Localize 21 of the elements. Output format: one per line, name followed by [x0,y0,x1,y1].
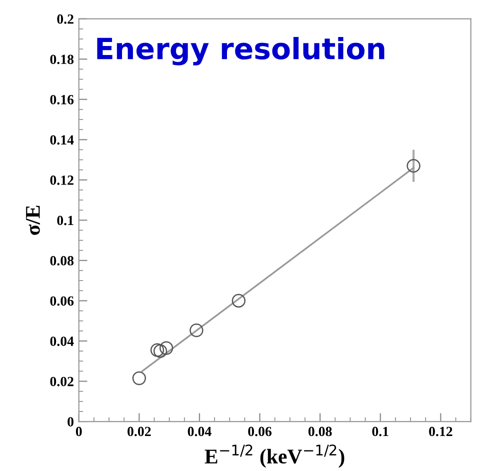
y-tick-label: 0.18 [50,54,74,64]
x-tick-label: 0.04 [188,426,212,436]
x-axis-title: E$^{−1/2}$ (keV$^{−1/2}$) [204,444,344,468]
x-tick-label: 0.06 [248,426,272,436]
y-tick-label: 0.16 [50,94,74,104]
y-tick-label: 0 [68,417,74,426]
y-tick-label: 0.1 [57,216,74,226]
x-tick-label: 0.02 [128,426,151,436]
x-tick-label: 0.1 [372,426,388,436]
y-tick-label: 0.12 [50,176,74,185]
text: Energy resolution [97,36,384,66]
y-tick-label: 0.2 [57,14,74,24]
y-tick-label: 0.06 [50,296,74,306]
x-tick-label: 0.12 [429,426,452,436]
y-axis-title: σ/E [26,206,40,235]
x-tick-label: 0.08 [308,426,332,436]
y-tick-label: 0.04 [50,336,74,346]
y-tick-label: 0.14 [50,135,74,145]
y-tick-label: 0.02 [50,376,74,386]
y-tick-label: 0.08 [50,256,74,266]
x-tick-label: 0 [76,426,82,436]
